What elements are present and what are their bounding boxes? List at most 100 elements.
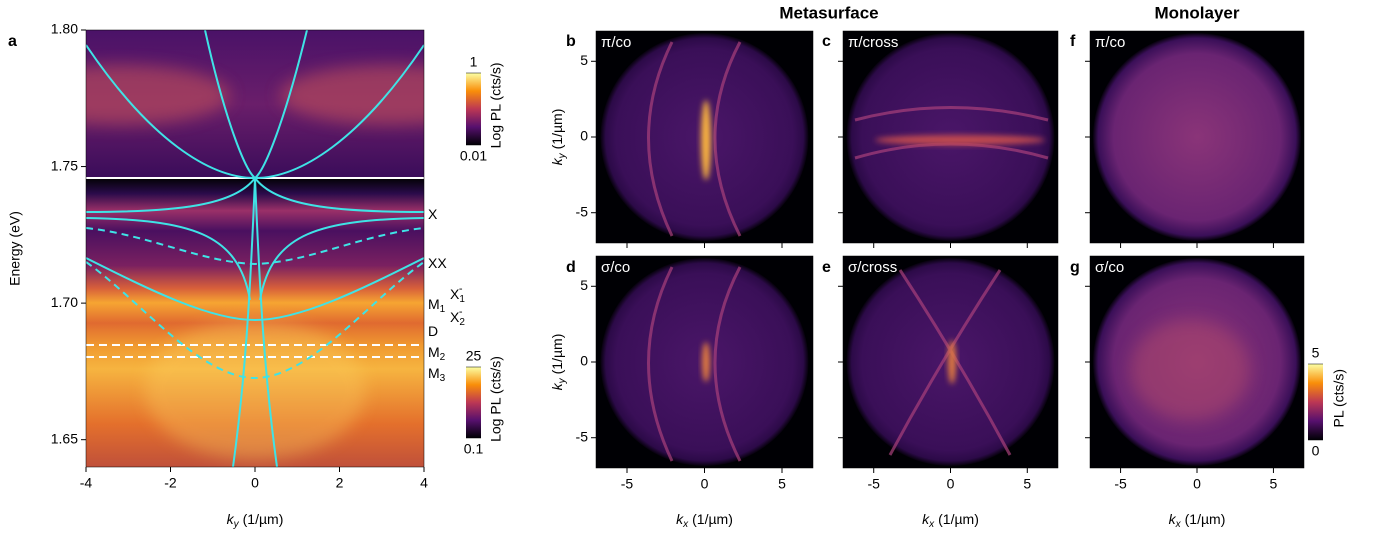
panel-label: π/cross xyxy=(848,34,898,51)
y-tick-label: 1.65 xyxy=(51,430,78,446)
panel-label: σ/co xyxy=(601,259,630,276)
x-tick-label: 0 xyxy=(1193,476,1201,492)
level-label-text: D xyxy=(428,323,438,339)
x-axis-label-unit: (1/µm) xyxy=(692,511,733,527)
x-tick-label: -5 xyxy=(621,476,634,492)
x-tick-label: 0 xyxy=(701,476,709,492)
level-label: D xyxy=(428,323,438,339)
x-tick-label: 0 xyxy=(947,476,955,492)
x-axis-label: ky (1/µm) xyxy=(227,511,284,530)
level-label-sup: - xyxy=(459,306,463,318)
heatmap-art xyxy=(86,30,1304,468)
y-axis-label-unit: (1/µm) xyxy=(549,334,565,375)
y-axis-label-text: k xyxy=(549,157,565,165)
x-tick-label: 5 xyxy=(778,476,786,492)
x-axis-label-sub: x xyxy=(1175,519,1182,530)
level-label-sub: 2 xyxy=(459,317,465,328)
colorbar xyxy=(466,367,481,438)
level-label: M1 xyxy=(428,296,446,315)
panel-label: π/co xyxy=(601,34,631,51)
y-tick-label: -5 xyxy=(576,428,589,444)
y-axis-label: ky (1/µm) xyxy=(549,109,568,166)
x-axis-label-sub: y xyxy=(233,519,240,530)
y-tick-label: 0 xyxy=(580,353,588,369)
y-tick-label: 0 xyxy=(580,128,588,144)
level-label-sup: - xyxy=(459,283,463,295)
level-label-text: M xyxy=(428,296,440,312)
panel-letter: a xyxy=(8,33,17,50)
colorbar xyxy=(466,73,481,145)
colorbar-label: Log PL (cts/s) xyxy=(488,62,504,148)
x-tick-label: -5 xyxy=(867,476,880,492)
y-tick-label: -5 xyxy=(576,203,589,219)
colorbar-tick-label: 0.01 xyxy=(460,148,487,164)
colorbar-tick-label: 5 xyxy=(1312,345,1320,361)
colorbar-label: PL (cts/s) xyxy=(1331,369,1347,428)
y-axis-label-sub: y xyxy=(557,377,568,384)
level-label: X xyxy=(428,206,438,222)
level-label-text: X xyxy=(450,286,460,302)
panel-label: σ/co xyxy=(1095,259,1124,276)
colorbar-tick-label: 1 xyxy=(470,54,478,70)
level-label-text: X xyxy=(428,206,438,222)
x-axis-label-text: k xyxy=(676,511,684,527)
column-title: Monolayer xyxy=(1154,3,1239,22)
panel-letter: f xyxy=(1070,33,1076,50)
y-tick-label: 1.70 xyxy=(51,294,78,310)
panel-letter: b xyxy=(566,33,576,50)
colorbar-tick-label: 25 xyxy=(466,348,482,364)
x-axis-label-text: k xyxy=(922,511,930,527)
level-label: X2- xyxy=(450,306,465,328)
colorbar-tick-label: 0 xyxy=(1312,443,1320,459)
level-label: XX xyxy=(428,255,447,271)
level-label-sub: 2 xyxy=(440,352,446,363)
level-label-sub: 1 xyxy=(459,294,465,305)
y-tick-label: 5 xyxy=(580,277,588,293)
y-tick-label: 5 xyxy=(580,52,588,68)
x-axis-label: kx (1/µm) xyxy=(922,511,979,530)
level-label: X1- xyxy=(450,283,465,305)
level-label-sub: 1 xyxy=(440,304,446,315)
level-label-sub: 3 xyxy=(440,373,446,384)
level-label: M2 xyxy=(428,344,446,363)
x-axis-label-sub: x xyxy=(928,519,935,530)
colorbar-tick-label: 0.1 xyxy=(464,441,484,457)
panel-letter: c xyxy=(822,33,831,50)
y-axis-label-unit: (1/µm) xyxy=(549,109,565,150)
x-tick-label: 2 xyxy=(336,475,344,491)
panel-letter: d xyxy=(566,259,576,276)
panel-letter: e xyxy=(822,259,831,276)
x-axis-label-text: k xyxy=(227,511,235,527)
x-tick-label: 4 xyxy=(420,475,428,491)
level-label-text: M xyxy=(428,365,440,381)
level-label-text: XX xyxy=(428,255,447,271)
x-tick-label: 5 xyxy=(1023,476,1031,492)
x-axis-label: kx (1/µm) xyxy=(1169,511,1226,530)
colorbar-label: Log PL (cts/s) xyxy=(488,356,504,442)
level-label: M3 xyxy=(428,365,446,384)
y-axis-label: Energy (eV) xyxy=(7,211,23,286)
x-axis-label-sub: x xyxy=(682,519,689,530)
x-axis-label: kx (1/µm) xyxy=(676,511,733,530)
y-tick-label: 1.80 xyxy=(51,21,78,37)
panel-label: π/co xyxy=(1095,34,1125,51)
level-label-text: X xyxy=(450,309,460,325)
column-title: Metasurface xyxy=(779,3,878,22)
x-axis-label-text: k xyxy=(1169,511,1177,527)
panel-label: σ/cross xyxy=(848,259,897,276)
x-axis-label-unit: (1/µm) xyxy=(938,511,979,527)
x-tick-label: -5 xyxy=(1114,476,1127,492)
level-label-text: M xyxy=(428,344,440,360)
x-tick-label: -2 xyxy=(164,475,177,491)
x-axis-label-unit: (1/µm) xyxy=(243,511,284,527)
colorbar xyxy=(1308,364,1323,440)
x-tick-label: 5 xyxy=(1270,476,1278,492)
y-axis-label-sub: y xyxy=(557,152,568,159)
x-axis-label-unit: (1/µm) xyxy=(1185,511,1226,527)
y-axis-label-text: k xyxy=(549,382,565,390)
y-axis-label: ky (1/µm) xyxy=(549,334,568,391)
panel-letter: g xyxy=(1070,259,1080,276)
y-tick-label: 1.75 xyxy=(51,157,78,173)
x-tick-label: -4 xyxy=(80,475,93,491)
